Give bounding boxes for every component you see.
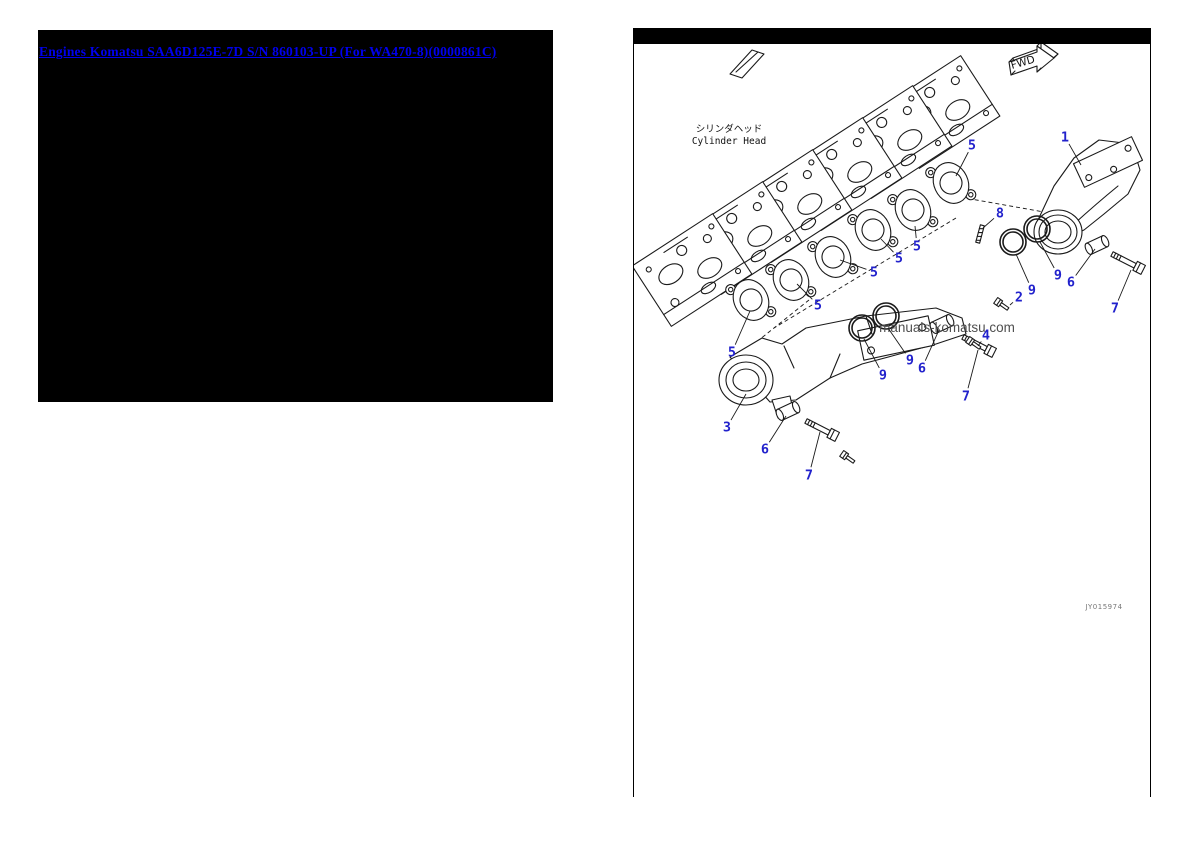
callout-leader-line — [810, 431, 821, 468]
diagram-panel: FWD シリンダヘッド Cylinder Head manuals-komats… — [633, 28, 1151, 797]
cylinder-head-art — [634, 49, 1001, 327]
callout-leader-line — [967, 349, 979, 389]
callout-leader-line — [839, 259, 867, 270]
callout-number: 8 — [996, 206, 1004, 222]
callout-leader-line — [1075, 248, 1096, 276]
callout-leader-line — [914, 225, 917, 239]
diagram-header-bar — [634, 28, 1150, 44]
callout-number: 9 — [906, 353, 914, 369]
callout-leader-line — [1015, 253, 1030, 283]
callout-leader-line — [863, 338, 880, 369]
cylinder-head-label-jp: シリンダヘッド — [696, 123, 763, 135]
lower-manifold-art — [718, 307, 967, 419]
callout-number: 6 — [918, 361, 926, 377]
callout-number: 7 — [805, 468, 813, 484]
callout-number: 5 — [814, 298, 822, 314]
callout-leader-line — [768, 415, 787, 443]
callout-number: 1 — [1061, 130, 1069, 146]
callout-number: 9 — [1054, 268, 1062, 284]
callout-number: 9 — [879, 368, 887, 384]
callout-number: 5 — [728, 345, 736, 361]
callout-number: 4 — [982, 328, 990, 344]
fwd-direction-icon: FWD — [1008, 41, 1059, 76]
callout-leader-line — [880, 238, 894, 253]
callout-number: 6 — [761, 442, 769, 458]
callout-number: 2 — [1015, 290, 1023, 306]
callout-leader-line — [924, 329, 940, 361]
callout-leader-line — [955, 151, 969, 177]
callout-number: 9 — [1028, 283, 1036, 299]
callout-leader-line — [730, 393, 747, 421]
callout-leader-line — [977, 341, 982, 347]
callout-number: 3 — [723, 420, 731, 436]
left-black-panel: Engines Komatsu SAA6D125E-7D S/N 860103-… — [38, 30, 553, 402]
callout-leader-line — [1068, 143, 1082, 166]
callout-leader-line — [887, 327, 906, 354]
callout-number: 5 — [870, 265, 878, 281]
exploded-parts-drawing: FWD シリンダヘッド Cylinder Head manuals-komats… — [634, 41, 1147, 611]
callout-leader-line — [796, 283, 813, 300]
callout-number: 5 — [895, 251, 903, 267]
catalog-link[interactable]: Engines Komatsu SAA6D125E-7D S/N 860103-… — [39, 44, 497, 59]
callout-number: 5 — [968, 138, 976, 154]
watermark: manuals-komatsu.com — [879, 320, 1015, 335]
drawing-code: JY015974 — [1084, 603, 1122, 611]
callout-leader-line — [1117, 269, 1132, 301]
cylinder-head-label-en: Cylinder Head — [692, 136, 766, 147]
callout-leader-line — [1039, 241, 1055, 269]
upper-manifold-art — [1033, 136, 1144, 255]
callout-number: 5 — [913, 239, 921, 255]
callout-number: 7 — [1111, 301, 1119, 317]
callout-leader-line — [734, 310, 751, 345]
callout-number: 6 — [1067, 275, 1075, 291]
callout-leader-line — [1009, 301, 1014, 306]
callout-leader-line — [982, 217, 995, 229]
callout-number: 7 — [962, 389, 970, 405]
